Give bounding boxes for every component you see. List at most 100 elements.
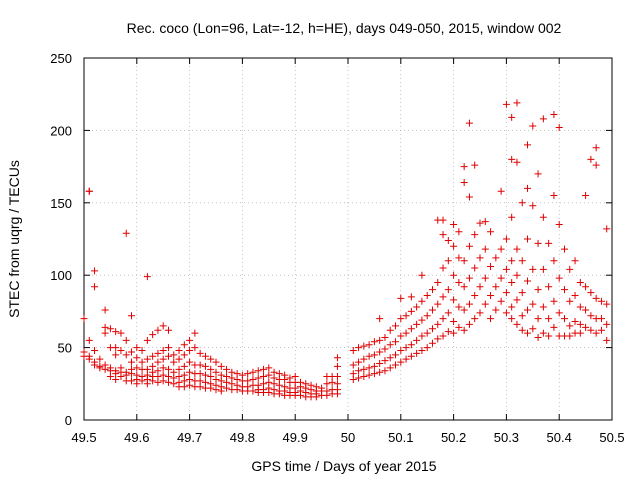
data-point-marker [560, 286, 568, 294]
data-point-marker [80, 315, 88, 323]
data-point-marker [186, 358, 194, 366]
data-point-marker [450, 242, 458, 250]
data-point-marker [582, 283, 590, 291]
x-tick-label: 49.5 [71, 430, 96, 445]
data-point-marker [524, 184, 532, 192]
data-point-marker [508, 213, 516, 221]
data-point-marker [513, 99, 521, 107]
y-tick-label: 250 [50, 51, 72, 66]
chart-title: Rec. coco (Lon=96, Lat=-12, h=HE), days … [127, 20, 562, 36]
data-point-marker [376, 336, 384, 344]
data-point-marker [402, 329, 410, 337]
data-point-marker [550, 192, 558, 200]
data-point-marker [360, 355, 368, 363]
data-point-marker [439, 231, 447, 239]
data-point-marker [143, 273, 151, 281]
data-point-marker [212, 358, 220, 366]
data-point-marker [223, 365, 231, 373]
x-tick-label: 50.5 [599, 430, 624, 445]
data-point-marker [186, 346, 194, 354]
data-point-marker [386, 354, 394, 362]
axis-ticks [83, 57, 613, 421]
data-point-marker [460, 179, 468, 187]
data-point-marker [407, 307, 415, 315]
data-point-marker [465, 300, 473, 308]
data-point-marker [381, 333, 389, 341]
data-points [80, 99, 611, 401]
data-point-marker [85, 187, 93, 195]
data-point-marker [392, 338, 400, 346]
data-point-marker [465, 274, 473, 282]
data-point-marker [587, 155, 595, 163]
data-point-marker [513, 158, 521, 166]
data-point-marker [381, 345, 389, 353]
data-point-marker [460, 283, 468, 291]
data-point-marker [518, 289, 526, 297]
data-point-marker [434, 335, 442, 343]
data-point-marker [524, 306, 532, 314]
data-point-marker [529, 265, 537, 273]
data-point-marker [518, 199, 526, 207]
data-point-marker [407, 341, 415, 349]
data-point-marker [397, 315, 405, 323]
data-point-marker [444, 286, 452, 294]
data-point-marker [376, 368, 384, 376]
x-tick-label: 49.6 [124, 430, 149, 445]
data-point-marker [333, 390, 341, 398]
data-point-marker [96, 355, 104, 363]
data-point-marker [481, 274, 489, 282]
data-point-marker [191, 344, 199, 352]
data-point-marker [402, 344, 410, 352]
data-point-marker [212, 368, 220, 376]
data-point-marker [529, 122, 537, 130]
data-point-marker [555, 221, 563, 229]
data-point-marker [407, 293, 415, 301]
data-point-marker [524, 329, 532, 337]
data-point-marker [597, 326, 605, 334]
data-point-marker [508, 113, 516, 121]
data-point-marker [508, 315, 516, 323]
data-point-marker [471, 315, 479, 323]
data-point-marker [550, 323, 558, 331]
data-point-marker [392, 351, 400, 359]
data-point-marker [439, 293, 447, 301]
data-point-marker [434, 320, 442, 328]
data-point-marker [524, 277, 532, 285]
data-point-marker [524, 235, 532, 243]
data-point-marker [529, 325, 537, 333]
data-point-marker [128, 377, 136, 385]
data-point-marker [164, 326, 172, 334]
data-point-marker [545, 315, 553, 323]
data-point-marker [106, 373, 114, 381]
data-point-marker [349, 361, 357, 369]
y-tick-label: 200 [50, 123, 72, 138]
data-point-marker [497, 187, 505, 195]
data-point-marker [508, 155, 516, 163]
data-point-marker [397, 294, 405, 302]
data-point-marker [508, 278, 516, 286]
data-point-marker [260, 373, 268, 381]
data-point-marker [471, 264, 479, 272]
data-point-marker [149, 377, 157, 385]
data-point-marker [555, 124, 563, 132]
data-point-marker [428, 306, 436, 314]
data-point-marker [365, 371, 373, 379]
data-point-marker [603, 225, 611, 233]
data-point-marker [576, 320, 584, 328]
data-point-marker [513, 271, 521, 279]
data-point-marker [133, 380, 141, 388]
data-point-marker [149, 331, 157, 339]
data-point-marker [465, 320, 473, 328]
data-point-marker [164, 344, 172, 352]
data-point-marker [355, 358, 363, 366]
data-point-marker [128, 370, 136, 378]
data-point-marker [207, 384, 215, 392]
data-point-marker [170, 380, 178, 388]
data-point-marker [112, 328, 120, 336]
data-point-marker [381, 367, 389, 375]
data-point-marker [566, 265, 574, 273]
data-point-marker [550, 257, 558, 265]
data-point-marker [524, 141, 532, 149]
data-point-marker [434, 278, 442, 286]
